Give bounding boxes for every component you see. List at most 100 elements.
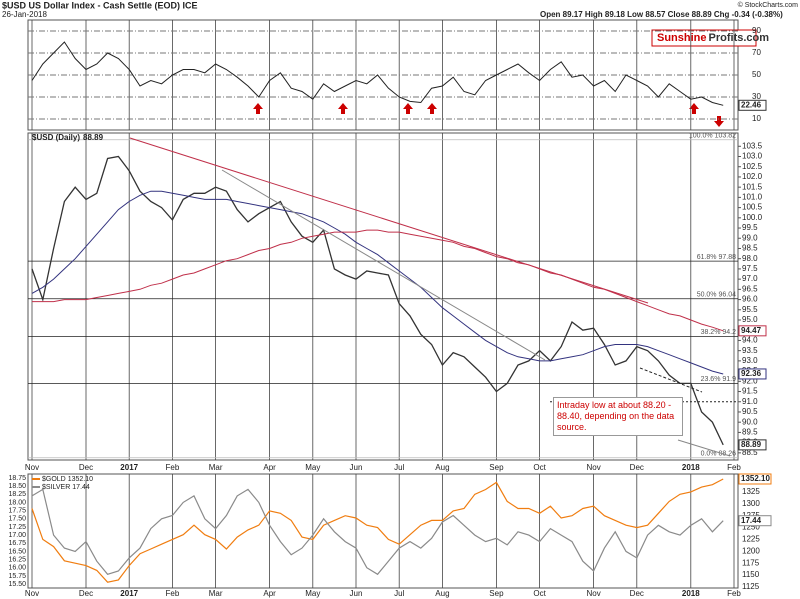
line xyxy=(31,478,724,583)
arrow xyxy=(403,103,413,114)
y-tick-label: 102.0 xyxy=(742,172,763,181)
x-tick-label: Jul xyxy=(394,463,404,472)
y-tick-label: 103.0 xyxy=(742,152,763,161)
legend-value: 17.44 xyxy=(72,484,90,491)
series-name: $USD (Daily) xyxy=(32,133,80,142)
y-tick-label: 92.0 xyxy=(742,376,758,385)
y2-tick-label: 1200 xyxy=(742,546,760,555)
price-tag xyxy=(738,515,772,527)
x-tick-label: Nov xyxy=(25,463,39,472)
x-tick-label: Nov xyxy=(25,589,39,598)
y-tick-label: 97.5 xyxy=(742,264,758,273)
source: © StockCharts.com xyxy=(738,1,799,9)
price-tag-label: 22.46 xyxy=(741,100,762,109)
y-tick-label: 100.5 xyxy=(742,203,763,212)
y-tick-label: 101.0 xyxy=(742,192,763,201)
y-tick-label: 16.00 xyxy=(8,565,26,572)
x-tick-label: Apr xyxy=(263,589,276,598)
logo-part: Sunshine xyxy=(657,32,707,44)
y2-tick-label: 1300 xyxy=(742,499,760,508)
date: 26-Jan-2018 xyxy=(2,10,47,19)
price-tag-label: 88.89 xyxy=(741,440,762,449)
price-tag-label: 94.47 xyxy=(741,326,762,335)
y-tick-label: 17.00 xyxy=(8,532,26,539)
y-tick-label: 50 xyxy=(752,70,761,79)
arrows xyxy=(253,103,724,127)
y-tick-label: 15.75 xyxy=(8,573,26,580)
series-label: $USD (Daily) 88.89 xyxy=(32,133,104,142)
fib-label: 50.0% 96.04 xyxy=(697,292,736,299)
y-tick-label: 95.0 xyxy=(742,315,758,324)
x-tick-label: Mar xyxy=(209,463,223,472)
title: $USD US Dollar Index - Cash Settle (EOD)… xyxy=(2,0,198,10)
price-tag xyxy=(738,473,772,485)
legend-name: $SILVER xyxy=(42,484,70,491)
line xyxy=(31,41,724,106)
y-tick-label: 90 xyxy=(752,26,761,35)
y-tick-label: 18.50 xyxy=(8,483,26,490)
fib-label: 38.2% 94.2 xyxy=(701,329,737,336)
x-tick-label: Dec xyxy=(630,463,644,472)
y-tick-label: 97.0 xyxy=(742,274,758,283)
logo-box xyxy=(651,29,757,47)
y-tick-label: 18.25 xyxy=(8,491,26,498)
trendline xyxy=(639,367,703,393)
y-tick-label: 103.5 xyxy=(742,141,763,150)
trendline xyxy=(129,137,649,304)
y-tick-label: 16.25 xyxy=(8,556,26,563)
arrow xyxy=(338,103,348,114)
y-tick-label: 70 xyxy=(752,48,761,57)
trendline xyxy=(677,439,731,457)
y-tick-label: 17.50 xyxy=(8,516,26,523)
legend-entry: $SILVER 17.44 xyxy=(42,484,90,491)
fib-label: 23.6% 91.9 xyxy=(701,376,737,383)
y2-tick-label: 1225 xyxy=(742,535,760,544)
legend-name: $GOLD xyxy=(42,476,66,483)
x-tick-label: Jun xyxy=(350,589,363,598)
price-tag-label: 92.36 xyxy=(741,369,762,378)
y-tick-label: 16.75 xyxy=(8,540,26,547)
fib-label: 0.0% 88.26 xyxy=(701,451,737,458)
x-tick-label: Feb xyxy=(727,463,741,472)
y-tick-label: 10 xyxy=(752,114,761,123)
x-tick-label: 2017 xyxy=(120,589,138,598)
y-tick-label: 99.5 xyxy=(742,223,758,232)
x-tick-label: Feb xyxy=(727,589,741,598)
x-tick-label: May xyxy=(305,463,320,472)
x-tick-label: Dec xyxy=(630,589,644,598)
price-tag xyxy=(738,439,767,451)
y-tick-label: 102.5 xyxy=(742,162,763,171)
y-tick-label: 91.5 xyxy=(742,387,758,396)
y-tick-label: 101.5 xyxy=(742,182,763,191)
x-tick-label: 2018 xyxy=(682,463,700,472)
x-tick-label: Dec xyxy=(79,589,93,598)
y2-tick-label: 1250 xyxy=(742,523,760,532)
x-tick-label: Sep xyxy=(489,463,504,472)
y-tick-label: 15.50 xyxy=(8,581,26,588)
y-tick-label: 98.5 xyxy=(742,244,758,253)
y2-tick-label: 1325 xyxy=(742,487,760,496)
arrow xyxy=(253,103,263,114)
y-tick-label: 30 xyxy=(752,92,761,101)
y-tick-label: 93.0 xyxy=(742,356,758,365)
series-value: 88.89 xyxy=(83,133,104,142)
y-tick-label: 17.25 xyxy=(8,524,26,531)
metals-frame xyxy=(27,473,739,589)
x-tick-label: May xyxy=(305,589,320,598)
y-tick-label: 18.00 xyxy=(8,499,26,506)
logo-part: Profits.com xyxy=(709,32,770,44)
y-tick-label: 100.0 xyxy=(742,213,763,222)
legend-entry: $GOLD 1352.10 xyxy=(42,476,93,483)
price-tag-label: 17.44 xyxy=(741,516,762,525)
x-tick-label: Jul xyxy=(394,589,404,598)
line xyxy=(31,155,724,446)
fib-label: 100.0% 103.82 xyxy=(689,133,736,140)
x-tick-label: Oct xyxy=(533,589,546,598)
logo: Sunshine Profits.com xyxy=(657,32,769,44)
x-tick-label: Mar xyxy=(209,589,223,598)
y-tick-label: 17.75 xyxy=(8,507,26,514)
trendlines xyxy=(129,137,731,457)
x-tick-label: 2018 xyxy=(682,589,700,598)
